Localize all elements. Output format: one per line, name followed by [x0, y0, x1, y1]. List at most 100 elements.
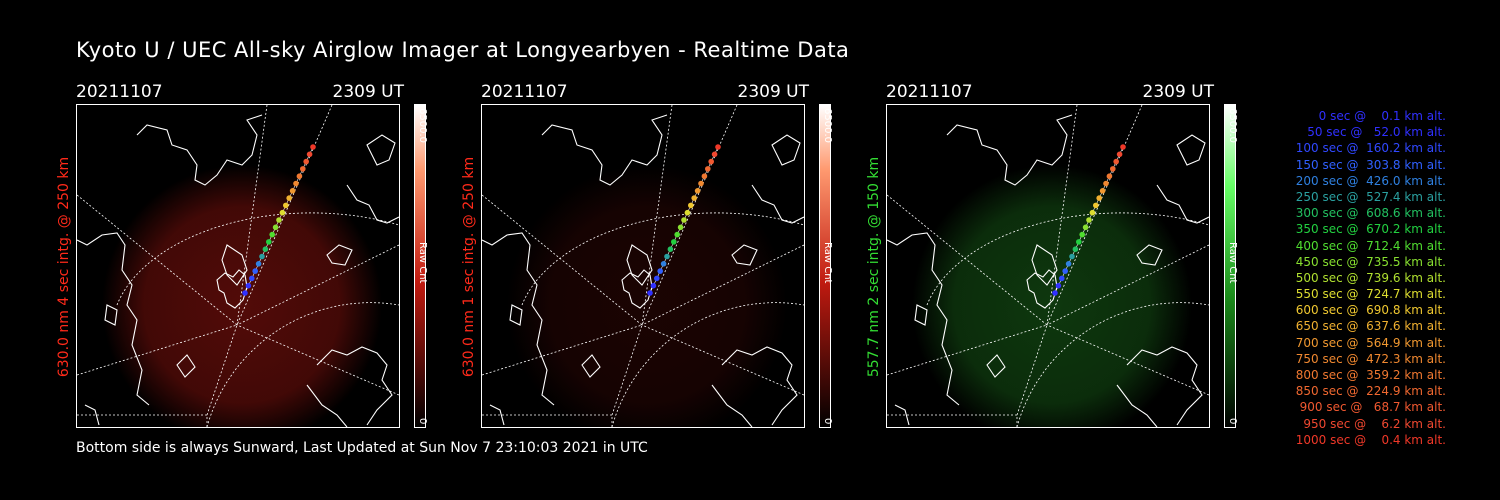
colorbar-min: 0 [822, 418, 833, 425]
trajectory-point [279, 209, 286, 216]
allsky-map-image [481, 104, 805, 428]
trajectory-point [698, 180, 704, 187]
panel-date: 20211107 [481, 82, 568, 102]
panel-date: 20211107 [886, 82, 973, 102]
legend-row: 650 sec @ 637.6 km alt. [1291, 319, 1446, 334]
trajectory-point [684, 209, 691, 216]
colorbar-max: 6500.0 [417, 108, 428, 143]
trajectory-point [276, 217, 282, 223]
trajectory-point [1086, 217, 1092, 223]
trajectory-point [1055, 282, 1062, 289]
trajectory-point [647, 290, 653, 296]
legend-row: 450 sec @ 735.5 km alt. [1291, 254, 1446, 269]
colorbar [1224, 104, 1236, 428]
panel-time: 2309 UT [737, 82, 810, 102]
allsky-map-image [76, 104, 400, 428]
trajectory-point [252, 268, 258, 274]
panel-557nm-2sec: 20211107 2309 UT 557.7 nm 2 sec intg. @ … [866, 82, 1266, 432]
trajectory-point [671, 239, 677, 245]
allsky-map-svg [887, 105, 1209, 427]
trajectory-point [269, 231, 275, 238]
allsky-map-svg [482, 105, 804, 427]
trajectory-point [688, 202, 694, 209]
trajectory-point [300, 166, 306, 172]
colorbar-unit: Raw Cnt [822, 242, 833, 284]
trajectory-point [1065, 261, 1072, 267]
panel-630nm-1sec: 20211107 2309 UT 630.0 nm 1 sec intg. @ … [461, 82, 861, 432]
legend-row: 350 sec @ 670.2 km alt. [1291, 222, 1446, 237]
trajectory-point [1110, 166, 1116, 172]
panel-date: 20211107 [76, 82, 163, 102]
panel-side-label: 630.0 nm 4 sec intg. @ 250 km [56, 156, 72, 378]
colorbar-unit: Raw Cnt [1227, 242, 1238, 284]
trajectory-point [303, 158, 309, 165]
legend-row: 900 sec @ 68.7 km alt. [1295, 400, 1446, 415]
panel-630nm-4sec: 20211107 2309 UT 630.0 nm 4 sec intg. @ … [56, 82, 456, 432]
trajectory-point [1093, 202, 1099, 209]
lat-lon-grid [77, 105, 399, 427]
colorbar [819, 104, 831, 428]
panel-side-label-wrap: 630.0 nm 1 sec intg. @ 250 km [459, 106, 479, 428]
trajectory-point [242, 290, 248, 296]
trajectory-point [657, 268, 663, 274]
trajectory-point [1096, 195, 1102, 201]
colorbar-min: 0 [417, 418, 428, 425]
legend-row: 700 sec @ 564.9 km alt. [1291, 335, 1446, 350]
panel-side-label: 630.0 nm 1 sec intg. @ 250 km [461, 156, 477, 378]
trajectory-point [1116, 151, 1123, 158]
coastline [887, 114, 1209, 427]
panel-side-label-wrap: 630.0 nm 4 sec intg. @ 250 km [54, 106, 74, 428]
trajectory-point [705, 166, 711, 172]
legend-row: 400 sec @ 712.4 km alt. [1291, 238, 1446, 253]
trajectory-point [708, 158, 714, 165]
legend-row: 850 sec @ 224.9 km alt. [1291, 384, 1446, 399]
trajectory-point [293, 180, 299, 187]
trajectory-point [296, 173, 303, 179]
legend-row: 600 sec @ 690.8 km alt. [1291, 303, 1446, 318]
colorbar-min: 0 [1227, 418, 1238, 425]
trajectory-point [664, 253, 670, 260]
trajectory-point [715, 144, 721, 150]
trajectory-point [1072, 246, 1079, 252]
trajectory-point [691, 195, 697, 201]
trajectory-point [677, 224, 684, 231]
trajectory-point [1106, 173, 1113, 179]
trajectory-point [1103, 180, 1109, 187]
trajectory-point [1089, 209, 1096, 216]
trajectory-point [283, 202, 289, 209]
trajectory-point [255, 261, 262, 267]
trajectory-point [711, 151, 718, 158]
colorbar-max: 6500.0 [1227, 108, 1238, 143]
page-title: Kyoto U / UEC All-sky Airglow Imager at … [76, 38, 850, 62]
colorbar-max: 6500.0 [822, 108, 833, 143]
trajectory-point [286, 195, 292, 201]
trajectory-point [694, 188, 701, 194]
trajectory-point [681, 217, 687, 223]
trajectory-point [306, 151, 313, 158]
trajectory-point [289, 188, 296, 194]
trajectory-point [1062, 268, 1068, 274]
footer-note: Bottom side is always Sunward, Last Upda… [76, 440, 648, 456]
legend-row: 0 sec @ 0.1 km alt. [1307, 109, 1446, 123]
legend-row: 200 sec @ 426.0 km alt. [1291, 173, 1446, 188]
allsky-map-image [886, 104, 1210, 428]
trajectory-point [1076, 239, 1082, 245]
legend-row: 750 sec @ 472.3 km alt. [1291, 351, 1446, 366]
panel-side-label: 557.7 nm 2 sec intg. @ 150 km [866, 156, 882, 378]
trajectory-point [701, 173, 708, 179]
trajectory-point [310, 144, 316, 150]
trajectory-point [1113, 158, 1119, 165]
panel-time: 2309 UT [1142, 82, 1215, 102]
trajectory-point [272, 224, 279, 231]
legend-row: 500 sec @ 739.6 km alt. [1291, 270, 1446, 285]
airglow-emission [507, 165, 787, 427]
airglow-emission [912, 165, 1192, 427]
lat-lon-grid [482, 105, 804, 427]
legend-row: 1000 sec @ 0.4 km alt. [1295, 432, 1446, 447]
trajectory-point [262, 246, 269, 252]
trajectory-point [674, 231, 680, 238]
trajectory-legend: 0 sec @ 0.1 km alt. 50 sec @ 52.0 km alt… [1256, 108, 1446, 448]
trajectory-point [1069, 253, 1075, 260]
trajectory-point [1082, 224, 1089, 231]
panel-side-label-wrap: 557.7 nm 2 sec intg. @ 150 km [864, 106, 884, 428]
